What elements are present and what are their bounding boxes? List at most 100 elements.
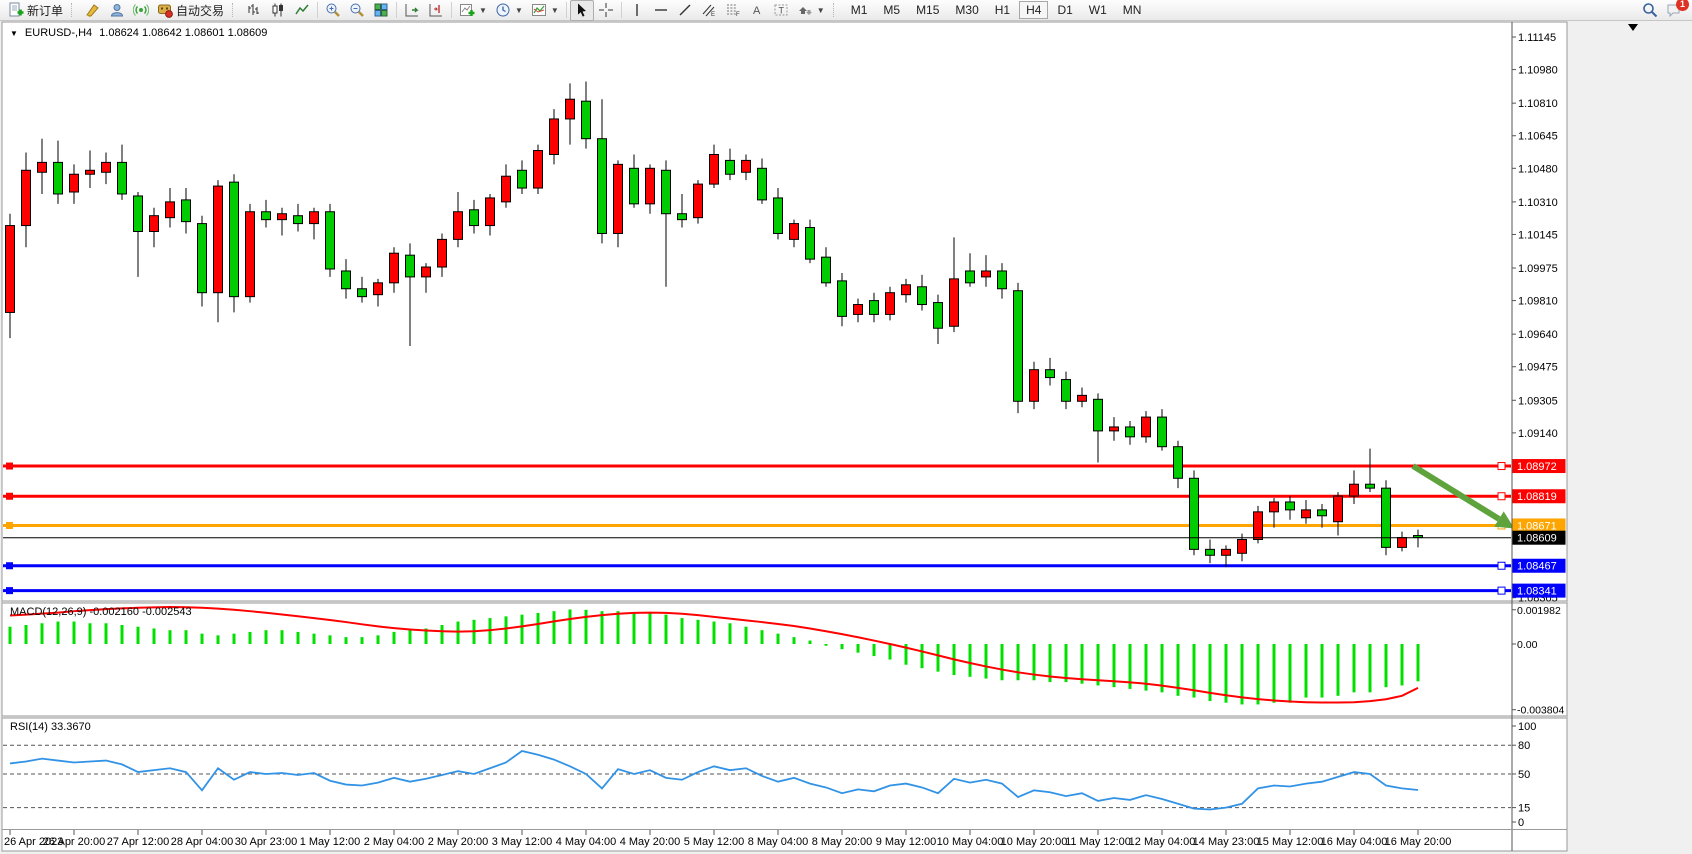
trend-arrow-shaft[interactable] (1411, 463, 1501, 522)
trendline-tool-button[interactable] (673, 0, 697, 21)
horizontal-line-tool-button[interactable] (649, 0, 673, 21)
candle-body (1205, 548, 1215, 556)
line-chart-button[interactable] (290, 0, 314, 21)
equidistant-channel-tool-button[interactable]: E (697, 0, 721, 21)
time-axis-label: 2 May 20:00 (428, 836, 489, 848)
trend-arrow[interactable] (1411, 463, 1515, 529)
candle-body (645, 167, 655, 205)
timeframe-W1[interactable]: W1 (1088, 2, 1107, 17)
fibonacci-tool-button[interactable]: F (721, 0, 745, 21)
candle-body (149, 215, 159, 232)
cursor-tool-button[interactable] (569, 0, 594, 21)
rsi-axis-tick: 15 (1518, 803, 1530, 815)
candle-body (885, 292, 895, 315)
price-line-label: 1.08972 (1517, 461, 1557, 473)
pane-splitter[interactable] (2, 600, 1567, 604)
new-order-label: 新订单 (27, 3, 64, 18)
periods-button[interactable]: ▼ (491, 0, 527, 21)
horizontal-lines[interactable] (3, 462, 1511, 595)
time-axis-label: 27 Apr 12:00 (107, 836, 169, 848)
candlestick-chart-button[interactable] (266, 0, 290, 21)
vertical-line-tool-button[interactable] (625, 0, 649, 21)
candle-body (661, 169, 671, 215)
time-axis-label: 30 Apr 23:00 (235, 836, 297, 848)
candle-body (389, 252, 399, 284)
price-axis-tick: 1.10480 (1518, 163, 1558, 175)
new-order-button[interactable]: 新订单 (4, 0, 67, 21)
candle-body (437, 238, 447, 268)
timeframe-H1[interactable]: H1 (994, 2, 1011, 17)
rsi-axis-tick: 80 (1518, 740, 1530, 752)
text-tool-button[interactable]: A (745, 0, 769, 21)
chevron-down-icon[interactable]: ▼ (10, 28, 18, 38)
search-icon[interactable] (1642, 2, 1658, 18)
zoom-out-button[interactable] (345, 0, 369, 21)
tile-windows-button[interactable] (369, 0, 393, 21)
time-axis-label: 26 Apr 2023 (4, 836, 63, 848)
candle-body (949, 278, 959, 327)
timeframe-H4[interactable]: H4 (1019, 0, 1049, 19)
timeframe-D1[interactable]: D1 (1057, 2, 1073, 17)
candle-body (1365, 483, 1375, 489)
vertical-line-icon (629, 2, 645, 18)
arrows-tool-button[interactable]: ▼ (793, 0, 829, 21)
timeframe-MN[interactable]: MN (1122, 2, 1142, 17)
crosshair-tool-button[interactable] (594, 0, 618, 21)
chart-ohlc-values: 1.08624 1.08642 1.08601 1.08609 (99, 27, 268, 39)
svg-text:E: E (711, 12, 715, 18)
candle-body (1157, 416, 1167, 448)
price-line-label: 1.08341 (1517, 586, 1557, 598)
line-handle[interactable] (1497, 462, 1506, 471)
time-axis-label: 8 May 20:00 (812, 836, 873, 848)
candle-body (485, 197, 495, 227)
line-handle[interactable] (6, 521, 13, 529)
candle-body (965, 270, 975, 284)
candle-body (501, 175, 511, 203)
candle-body (1189, 477, 1199, 550)
time-axis-label: 5 May 12:00 (684, 836, 745, 848)
candle-body (229, 181, 239, 298)
line-handle[interactable] (6, 492, 13, 500)
candle-body (261, 211, 271, 221)
timeframe-M5[interactable]: M5 (883, 2, 901, 17)
candle-body (1029, 369, 1039, 402)
price-axis[interactable]: 1.11145 1.10980 1.10810 1.10645 1.10480 1.103… (1511, 22, 1566, 851)
time-axis-label: 3 May 12:00 (492, 836, 553, 848)
chart-menu-triangle-icon[interactable] (1628, 24, 1638, 31)
text-label-tool-button[interactable]: T (769, 0, 793, 21)
auto-scroll-button[interactable] (400, 0, 424, 21)
candle-body (101, 161, 111, 173)
algo-trading-button[interactable]: 自动交易 (153, 0, 228, 21)
indicators-button[interactable]: ▼ (455, 0, 491, 21)
templates-button[interactable]: ▼ (527, 0, 563, 21)
book-person-icon (109, 2, 125, 18)
timeframe-M1[interactable]: M1 (850, 2, 868, 17)
line-handle[interactable] (6, 587, 13, 595)
algo-trading-icon (157, 2, 173, 18)
line-handle[interactable] (6, 562, 13, 570)
candle-body (117, 161, 127, 195)
time-axis-label: 2 May 04:00 (364, 836, 425, 848)
zoom-in-button[interactable] (321, 0, 345, 21)
depth-of-market-button[interactable] (105, 0, 129, 21)
timeframe-M30[interactable]: M30 (955, 2, 979, 17)
line-handle[interactable] (1497, 586, 1506, 595)
styler-button[interactable] (81, 0, 105, 21)
chart-shift-button[interactable] (424, 0, 448, 21)
bar-chart-button[interactable] (242, 0, 266, 21)
pane-splitter[interactable] (2, 715, 1567, 719)
rsi-axis-tick: 100 (1518, 721, 1536, 733)
macd-pane (8, 606, 1420, 705)
line-handle[interactable] (1497, 492, 1506, 501)
price-line-label-box (1512, 459, 1566, 474)
trendline-icon (677, 2, 693, 18)
signals-button[interactable] (129, 0, 153, 21)
line-handle[interactable] (1497, 561, 1506, 570)
notifications-button[interactable]: 1 (1666, 0, 1689, 18)
line-handle[interactable] (6, 462, 13, 470)
timeframe-M15[interactable]: M15 (916, 2, 940, 17)
candle-body (341, 270, 351, 290)
trend-arrow-head[interactable] (1494, 511, 1515, 529)
